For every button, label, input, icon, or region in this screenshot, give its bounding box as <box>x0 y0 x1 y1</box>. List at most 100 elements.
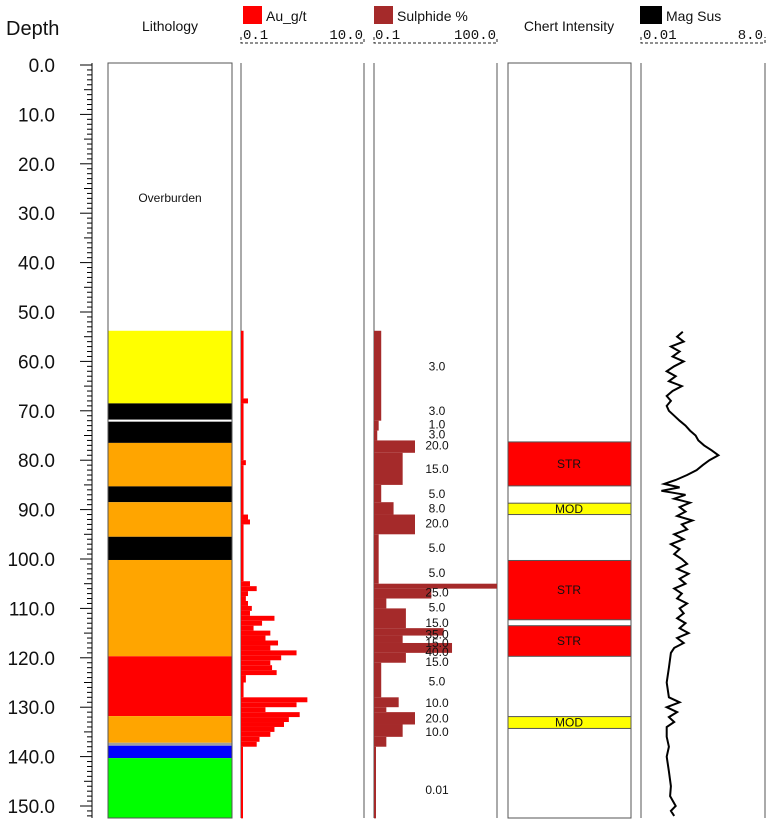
au-bar <box>241 630 271 636</box>
depth-tick-label: 110.0 <box>9 599 55 620</box>
depth-title: Depth <box>6 18 59 40</box>
au-bar <box>241 591 249 597</box>
au-bar <box>241 682 244 698</box>
sulphide-bar <box>374 598 387 609</box>
sulphide-bar <box>374 652 406 663</box>
au-bar <box>241 465 244 515</box>
depth-tick-label: 140.0 <box>7 748 55 769</box>
depth-tick-label: 150.0 <box>7 797 55 818</box>
au-bar <box>241 650 297 656</box>
sulphide-value-label: 15.0 <box>425 655 449 669</box>
au-bar <box>241 610 250 616</box>
chert-interval <box>507 441 632 487</box>
au-bar <box>241 665 273 671</box>
lithology-interval <box>108 559 232 657</box>
sulphide-value-label: 1.0 <box>429 418 446 432</box>
au-bar <box>241 707 266 713</box>
sulphide-value-label: 5.0 <box>429 487 446 501</box>
au-bar <box>241 655 282 661</box>
lithology-track-border <box>107 62 233 819</box>
lithology-interval <box>108 330 232 404</box>
sulphide-bar <box>374 514 415 535</box>
lithology-interval <box>108 442 232 487</box>
chert-interval <box>507 559 632 621</box>
sulphide-bar <box>374 608 406 629</box>
au-bar <box>241 741 257 747</box>
lithology-interval <box>108 742 232 746</box>
lithology-interval <box>108 403 232 420</box>
sulphide-bar <box>374 588 432 599</box>
lithology-intervals: Overburden <box>108 65 232 819</box>
au-bar <box>241 697 308 703</box>
sulphide-bar <box>374 583 497 589</box>
chert-interval-label: STR <box>557 583 581 597</box>
au-bar <box>241 717 289 723</box>
sulphide-value-label: 5.0 <box>429 541 446 555</box>
au-scale-min: 0.1 <box>243 28 268 44</box>
sulphide-bar <box>374 430 378 441</box>
au-bar <box>241 615 275 621</box>
sulphide-bar <box>374 330 382 421</box>
sulphide-bar <box>374 712 415 725</box>
au-bar <box>241 722 284 727</box>
sulphide-value-label: 15.0 <box>425 462 449 476</box>
chert-intensity-title: Chert Intensity <box>524 18 614 34</box>
depth-tick-label: 70.0 <box>18 402 55 423</box>
sulphide-value-label: 3.0 <box>429 359 446 373</box>
chert-interval-label: MOD <box>555 502 583 516</box>
au-bar <box>241 519 250 525</box>
au-bar <box>241 746 243 819</box>
sulphide-bar <box>374 440 415 453</box>
sulphide-bar <box>374 662 382 698</box>
lithology-interval <box>108 486 232 503</box>
sulphide-scale-max: 100.0 <box>454 28 496 44</box>
magsus-legend-label: Mag Sus <box>666 8 721 24</box>
au-bar <box>241 524 244 582</box>
au-bar <box>241 712 300 718</box>
sulphide-bar <box>374 736 387 747</box>
depth-tick-label: 20.0 <box>18 155 55 176</box>
lithology-interval <box>108 65 232 331</box>
au-bar <box>241 726 275 732</box>
sulphide-legend-label: Sulphide % <box>397 8 468 24</box>
sulphide-legend-swatch <box>374 6 393 24</box>
au-scale-max: 10.0 <box>329 28 363 44</box>
sulphide-value-label: 10.0 <box>425 696 449 710</box>
lithology-interval <box>108 656 232 717</box>
sulphide-scale-min: 0.1 <box>375 28 400 44</box>
sulphide-value-label: 10.0 <box>425 725 449 739</box>
lithology-interval <box>108 716 232 743</box>
depth-tick-label: 40.0 <box>18 254 55 275</box>
au-bars <box>241 330 308 819</box>
sulphide-annotations: 3.03.01.03.020.015.05.08.020.05.05.025.0… <box>425 359 449 797</box>
depth-tick-label: 30.0 <box>18 204 55 225</box>
depth-tick-label: 120.0 <box>7 649 55 670</box>
sulphide-bar <box>374 628 444 636</box>
au-bar <box>241 460 246 466</box>
chert-interval-label: STR <box>557 457 581 471</box>
sulphide-bar <box>374 452 403 485</box>
depth-tick-label: 10.0 <box>18 105 55 126</box>
au-bar <box>241 586 257 592</box>
chert-interval <box>507 625 632 657</box>
sulphide-value-label: 15.0 <box>425 616 449 630</box>
sulphide-value-label: 5.0 <box>429 566 446 580</box>
sulphide-value-label: 25.0 <box>425 586 449 600</box>
au-bar <box>241 330 244 399</box>
chert-interval-label: STR <box>557 634 581 648</box>
sulphide-bar <box>374 697 399 708</box>
sulphide-bars <box>374 330 497 819</box>
sulphide-bar <box>374 724 403 737</box>
chert-intervals: STR MOD STR STR MOD <box>507 441 632 730</box>
sulphide-bar <box>374 420 379 431</box>
au-bar <box>241 645 271 651</box>
au-legend-label: Au_g/t <box>266 8 307 24</box>
sulphide-value-label: 5.0 <box>429 600 446 614</box>
au-bar <box>241 731 271 737</box>
sulphide-value-label: 15.0 <box>425 636 449 650</box>
au-bar <box>241 736 260 742</box>
au-bar <box>241 675 246 683</box>
sulphide-scale-bracket <box>373 37 498 44</box>
depth-tick-label: 90.0 <box>18 501 55 522</box>
